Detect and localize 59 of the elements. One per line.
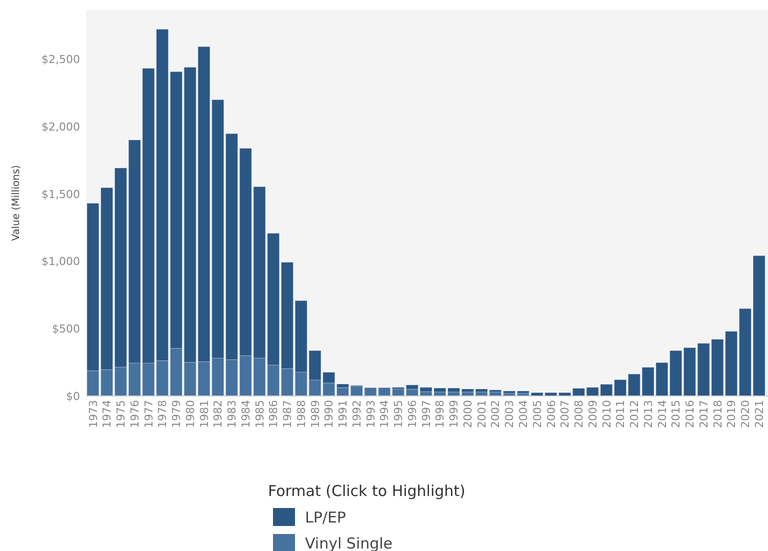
x-tick-label: 1994 [378, 400, 392, 428]
x-tick-label: 2007 [558, 400, 572, 428]
x-tick-label: 1984 [239, 400, 252, 428]
x-tick-label: 1990 [322, 400, 336, 428]
x-tick-label: 2017 [697, 400, 710, 428]
legend-title: Format (Click to Highlight) [268, 482, 466, 500]
x-tick-label: 1998 [434, 400, 447, 428]
x-tick-label: 2004 [516, 400, 530, 428]
x-tick-label: 1996 [406, 400, 419, 428]
x-tick-label: 1997 [420, 400, 433, 428]
x-tick-label: 2021 [752, 400, 766, 428]
x-tick-label: 2014 [656, 400, 669, 428]
x-tick-label: 2015 [670, 400, 683, 428]
y-tick-label: $0 [66, 390, 80, 403]
y-tick-label: $2,500 [42, 53, 80, 66]
x-tick-label: 1999 [448, 400, 461, 428]
x-tick-label: 1982 [212, 400, 225, 428]
x-tick-label: 1988 [294, 400, 308, 428]
legend-label: Vinyl Single [305, 534, 393, 551]
x-tick-label: 2001 [475, 400, 488, 428]
x-tick-label: 2008 [572, 400, 586, 428]
y-tick-label: $1,000 [42, 255, 80, 268]
x-tick-label: 2020 [739, 400, 752, 428]
x-tick-label: 1991 [336, 400, 350, 428]
x-tick-label: 2016 [684, 400, 697, 428]
x-tick-label: 1983 [226, 400, 239, 428]
x-tick-label: 1987 [281, 400, 294, 428]
y-tick-label: $2,000 [42, 120, 80, 134]
x-tick-label: 1981 [198, 400, 211, 428]
x-tick-label: 2010 [600, 400, 614, 428]
x-tick-label: 2009 [586, 400, 600, 428]
x-tick-label: 1992 [350, 400, 364, 428]
x-tick-label: 1979 [170, 400, 184, 428]
x-tick-label: 1977 [142, 400, 156, 428]
y-tick-label: $500 [52, 322, 80, 336]
x-tick-label: 1995 [392, 400, 406, 428]
x-tick-label: 1989 [308, 400, 322, 428]
x-tick-label: 1985 [253, 400, 266, 428]
y-axis-title: Value (Millions) [11, 164, 22, 241]
x-tick-label: 2000 [461, 400, 474, 428]
x-tick-label: 1993 [364, 400, 378, 428]
y-tick-label: $1,500 [42, 188, 80, 201]
x-tick-label: 2019 [725, 400, 738, 428]
x-tick-label: 1974 [100, 400, 114, 428]
x-tick-label: 2003 [503, 400, 516, 428]
x-tick-label: 2013 [642, 400, 655, 428]
x-tick-label: 1975 [114, 400, 128, 428]
x-tick-label: 2018 [711, 400, 724, 428]
x-tick-label: 1986 [267, 400, 280, 428]
x-tick-label: 2002 [489, 400, 502, 428]
x-tick-label: 2012 [628, 400, 642, 428]
x-tick-label: 1978 [156, 400, 170, 428]
x-tick-label: 2006 [544, 400, 558, 428]
legend-label: LP/EP [305, 508, 346, 526]
x-tick-label: 2005 [530, 400, 544, 428]
x-tick-label: 1980 [184, 400, 197, 428]
x-tick-label: 1976 [128, 400, 142, 428]
x-tick-label: 2011 [614, 400, 628, 428]
x-tick-label: 1973 [86, 400, 100, 428]
